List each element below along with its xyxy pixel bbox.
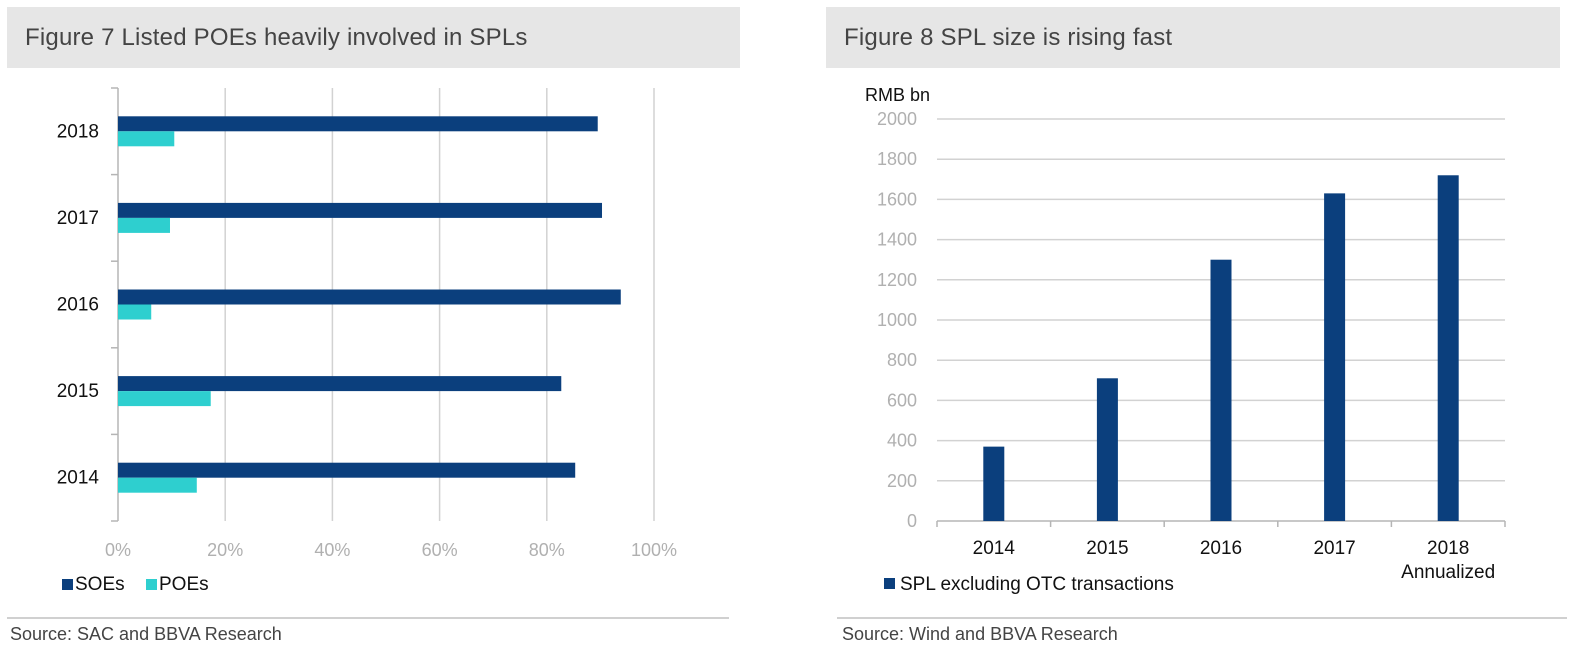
x-tick-label: 40% bbox=[314, 540, 350, 560]
bar-poes-2018 bbox=[118, 131, 175, 147]
y-tick-label: 0 bbox=[907, 511, 917, 531]
bar-poes-2016 bbox=[118, 304, 152, 320]
y-tick-label: 400 bbox=[887, 431, 917, 451]
y-tick-label: 1200 bbox=[877, 270, 917, 290]
figure-7-title-bar: Figure 7 Listed POEs heavily involved in… bbox=[7, 7, 740, 68]
figure-7-source-divider bbox=[7, 617, 729, 619]
x-tick-label: 100% bbox=[631, 540, 677, 560]
y-tick-label: 2000 bbox=[877, 109, 917, 129]
figure-8-title-bar: Figure 8 SPL size is rising fast bbox=[826, 7, 1560, 68]
y-tick-label: 1600 bbox=[877, 189, 917, 209]
y-tick-label: 1800 bbox=[877, 149, 917, 169]
figure-7-source: Source: SAC and BBVA Research bbox=[10, 624, 282, 644]
legend-label-soes: SOEs bbox=[75, 574, 125, 595]
bar-3 bbox=[1210, 259, 1232, 521]
figure-8-panel: Figure 8 SPL size is rising fast RMB bn 0… bbox=[820, 0, 1575, 656]
bar-poes-2017 bbox=[118, 217, 170, 233]
y-tick-label: 600 bbox=[887, 390, 917, 410]
figure-7-chart: 0% 20% 40% 60% 80% 100% 2018 2017 2016 2015 2014 SO… bbox=[57, 87, 677, 595]
bar-1 bbox=[983, 446, 1005, 521]
legend-swatch-poes bbox=[146, 579, 157, 590]
bar-poes-2014 bbox=[118, 477, 197, 493]
x-category-label: 2014 bbox=[973, 538, 1016, 559]
legend-swatch bbox=[884, 578, 895, 589]
x-category-label: 2016 bbox=[1200, 538, 1242, 559]
legend-swatch-soes bbox=[62, 579, 73, 590]
figure-8-chart: RMB bn 0 200 400 600 800 1000 1200 1400 1600 1800 2… bbox=[865, 85, 1506, 595]
x-category-label: Annualized bbox=[1401, 562, 1495, 583]
legend-label-poes: POEs bbox=[159, 574, 209, 595]
y-category-label: 2015 bbox=[57, 381, 99, 402]
y-category-label: 2014 bbox=[57, 468, 100, 489]
x-tick-label: 20% bbox=[207, 540, 243, 560]
bar-soes-2017 bbox=[118, 202, 603, 218]
x-category-label: 2015 bbox=[1086, 538, 1128, 559]
y-axis-title: RMB bn bbox=[865, 85, 930, 105]
y-tick-label: 200 bbox=[887, 471, 917, 491]
figure-8-source: Source: Wind and BBVA Research bbox=[842, 624, 1118, 644]
bar-poes-2015 bbox=[118, 391, 211, 407]
y-category-label: 2018 bbox=[57, 121, 99, 142]
figure-7-title: Figure 7 Listed POEs heavily involved in… bbox=[25, 23, 528, 51]
x-category-label: 2017 bbox=[1313, 538, 1355, 559]
bar-5 bbox=[1437, 175, 1459, 521]
figure-8-title: Figure 8 SPL size is rising fast bbox=[844, 23, 1173, 51]
y-tick-label: 1400 bbox=[877, 230, 917, 250]
y-tick-label: 800 bbox=[887, 350, 917, 370]
x-tick-label: 60% bbox=[422, 540, 458, 560]
figure-7-panel: Figure 7 Listed POEs heavily involved in… bbox=[0, 0, 760, 656]
legend-label: SPL excluding OTC transactions bbox=[900, 574, 1174, 595]
y-category-label: 2017 bbox=[57, 208, 99, 229]
bar-soes-2015 bbox=[118, 376, 562, 392]
bar-soes-2016 bbox=[118, 289, 621, 305]
figure-8-source-divider bbox=[837, 617, 1567, 619]
y-category-label: 2016 bbox=[57, 295, 99, 316]
x-category-label: 2018 bbox=[1427, 538, 1469, 559]
x-tick-label: 0% bbox=[105, 540, 131, 560]
bar-soes-2014 bbox=[118, 462, 576, 478]
bar-2 bbox=[1096, 378, 1118, 521]
x-tick-label: 80% bbox=[529, 540, 565, 560]
bar-4 bbox=[1324, 193, 1346, 521]
bar-soes-2018 bbox=[118, 116, 598, 132]
y-tick-label: 1000 bbox=[877, 310, 917, 330]
